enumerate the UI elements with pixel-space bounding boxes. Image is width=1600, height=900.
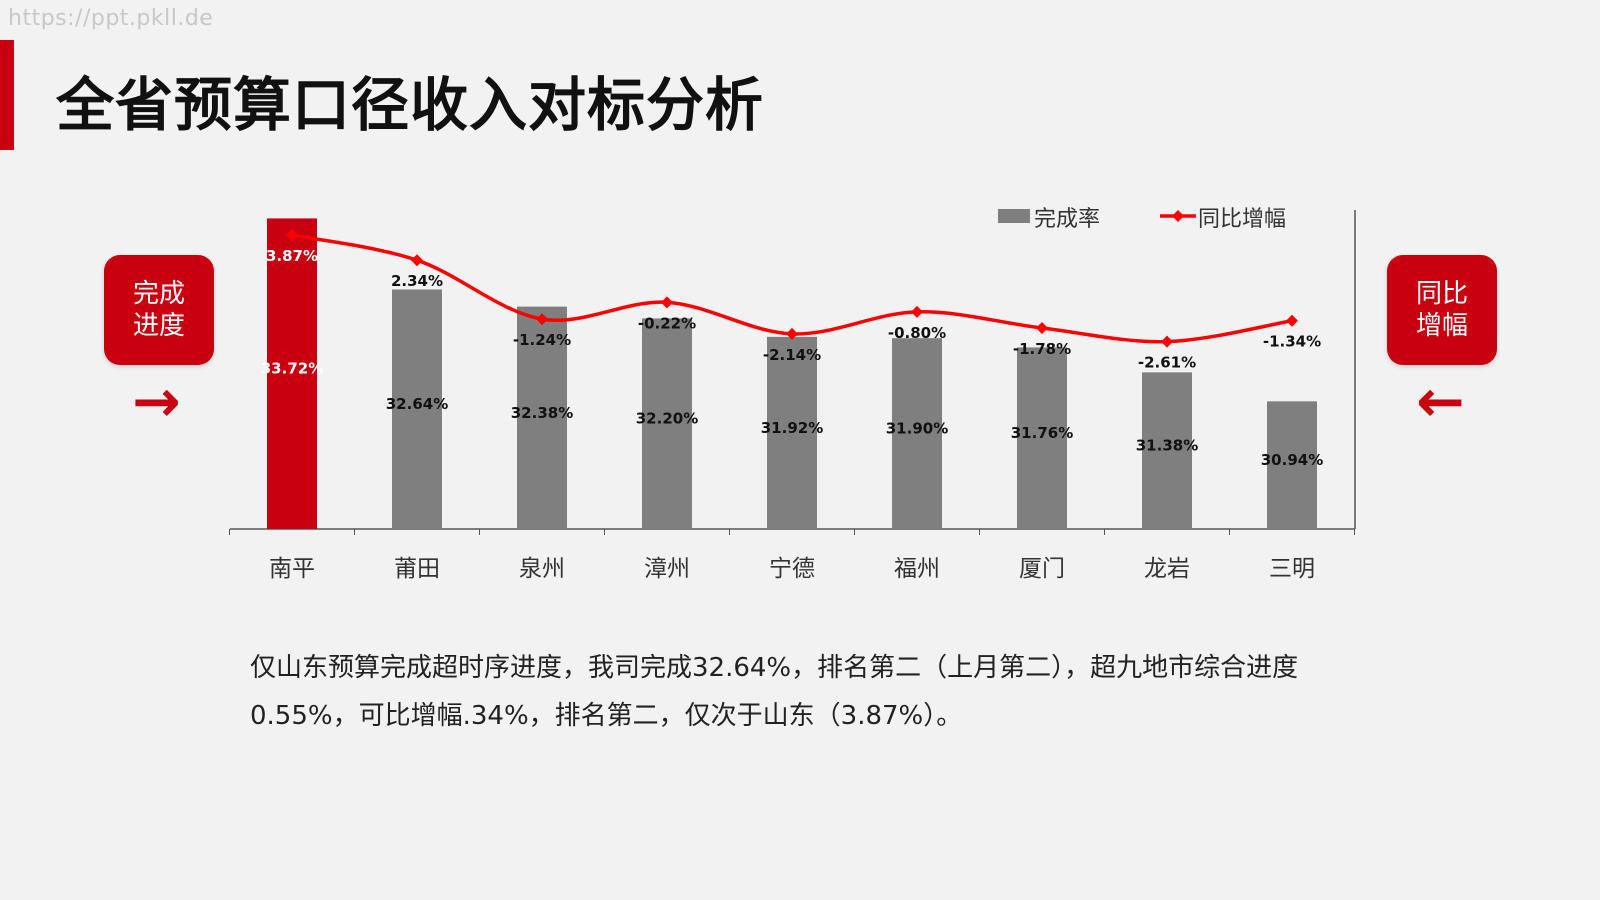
x-tick-label: 南平 [269, 556, 315, 582]
line-value-label: 2.34% [391, 272, 443, 290]
bar-value-label: 30.94% [1261, 451, 1323, 469]
line-point-福州 [911, 305, 923, 318]
x-tick-label: 福州 [894, 556, 940, 582]
bar-value-label: 32.38% [511, 404, 573, 422]
bar-value-label: 31.76% [1011, 424, 1073, 442]
line-value-label: -0.22% [638, 314, 696, 332]
arrow-right-icon: → [132, 367, 181, 435]
page-title: 全省预算口径收入对标分析 [56, 71, 765, 139]
line-point-龙岩 [1161, 335, 1173, 348]
line-point-厦门 [1036, 321, 1048, 334]
line-value-label: -0.80% [888, 324, 946, 342]
summary-line-1: 仅山东预算完成超时序进度，我司完成32.64%，排名第二（上月第二），超九地市综… [250, 653, 1299, 683]
line-value-label: -2.61% [1138, 354, 1196, 372]
x-tick-label: 宁德 [769, 556, 815, 582]
x-tick-label: 龙岩 [1144, 556, 1190, 582]
line-point-宁德 [786, 327, 798, 340]
legend-swatch-bar [998, 209, 1030, 223]
summary-text: 仅山东预算完成超时序进度，我司完成32.64%，排名第二（上月第二），超九地市综… [250, 644, 1370, 740]
x-tick-label: 三明 [1269, 556, 1315, 582]
bar-三明 [1267, 401, 1317, 529]
yoy-growth-box: 同比 增幅 [1387, 255, 1497, 365]
line-value-label: -1.78% [1013, 340, 1071, 358]
line-point-漳州 [661, 296, 673, 309]
legend-marker-line [1172, 210, 1184, 222]
bar-value-label: 31.38% [1136, 437, 1198, 455]
line-value-label: -1.24% [513, 331, 571, 349]
title-accent-bar [0, 40, 14, 150]
legend-label-bar: 完成率 [1034, 207, 1100, 232]
bar-value-label: 31.90% [886, 420, 948, 438]
line-value-label: -2.14% [763, 346, 821, 364]
line-point-南平 [286, 229, 298, 242]
x-tick-label: 泉州 [519, 556, 565, 582]
watermark: https://ppt.pkll.de [8, 6, 214, 31]
bar-福州 [892, 338, 942, 529]
bar-漳州 [642, 318, 692, 529]
summary-line-2: 0.55%，可比增幅.34%，排名第二，仅次于山东（3.87%）。 [250, 701, 963, 731]
line-point-莆田 [411, 254, 423, 267]
bar-宁德 [767, 336, 817, 529]
bar-南平 [267, 218, 317, 529]
bar-莆田 [392, 289, 442, 529]
x-tick-label: 厦门 [1019, 556, 1065, 582]
completion-progress-box: 完成 进度 [104, 255, 214, 365]
x-tick-label: 莆田 [394, 556, 440, 582]
legend-label-line: 同比增幅 [1198, 207, 1286, 232]
line-point-三明 [1286, 314, 1298, 327]
bar-value-label: 31.92% [761, 419, 823, 437]
line-point-泉州 [536, 313, 548, 326]
x-tick-label: 漳州 [644, 556, 690, 582]
bar-value-label: 32.20% [636, 410, 698, 428]
bar-龙岩 [1142, 372, 1192, 529]
bar-泉州 [517, 306, 567, 529]
arrow-left-icon: ← [1416, 367, 1465, 435]
line-value-label: 3.87% [266, 247, 318, 265]
bar-value-label: 32.64% [386, 395, 448, 413]
line-value-label: -1.34% [1263, 333, 1321, 351]
bar-厦门 [1017, 347, 1067, 529]
bar-value-label: 33.72% [261, 360, 323, 378]
